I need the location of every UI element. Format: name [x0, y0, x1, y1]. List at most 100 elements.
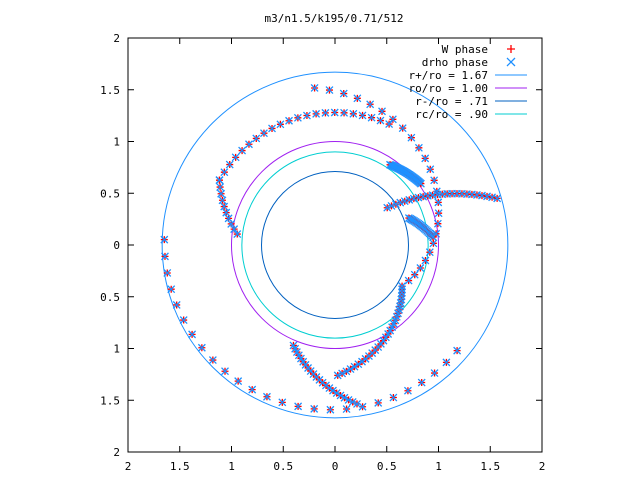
- x-tick-label: 0.5: [273, 460, 293, 473]
- drho-phase-point: [433, 219, 442, 228]
- x-tick-label: 0.5: [377, 460, 397, 473]
- drho-phase-point: [310, 84, 319, 92]
- x-tick-label: 1.5: [480, 460, 500, 473]
- drho-phase-point: [383, 203, 392, 212]
- drho-phase-point: [325, 86, 334, 95]
- drho-phase-point: [163, 269, 172, 277]
- drho-phase-point: [268, 124, 276, 133]
- legend-label: ro/ro = 1.00: [409, 82, 488, 95]
- drho-phase-point: [220, 168, 229, 177]
- drho-phase-point: [330, 108, 339, 117]
- drho-phase-point: [329, 386, 337, 395]
- drho-phase-point: [302, 111, 311, 120]
- drho-phase-point: [442, 358, 451, 367]
- drho-phase-point: [453, 346, 462, 355]
- drho-phase-point: [336, 391, 345, 400]
- drho-phase-point: [321, 108, 330, 117]
- y-tick-label: 1: [113, 136, 120, 149]
- x-tick-label: 1.5: [170, 460, 190, 473]
- x-tick-label: 2: [125, 460, 132, 473]
- drho-phase-point: [398, 282, 407, 291]
- drho-phase-point: [434, 198, 443, 207]
- drho-phase-point: [160, 235, 169, 244]
- drho-phase-point: [389, 393, 398, 402]
- drho-phase-point: [221, 367, 229, 376]
- drho-phase-point: [432, 229, 441, 238]
- x-tick-label: 2: [539, 460, 546, 473]
- drho-phase-point: [398, 288, 406, 297]
- drho-phase-point: [167, 285, 176, 294]
- drho-phase-point: [378, 107, 386, 116]
- drho-phase-point: [260, 129, 268, 138]
- legend-swatch: [506, 57, 516, 67]
- y-tick-label: 1: [113, 343, 120, 356]
- reference-circle: [241, 151, 429, 339]
- drho-phase-point: [294, 402, 303, 411]
- drho-phase-point: [429, 239, 438, 248]
- drho-phase-point: [344, 395, 353, 404]
- drho-phase-point: [398, 285, 407, 294]
- drho-phase-point: [391, 200, 400, 209]
- drho-phase-point: [348, 398, 357, 406]
- drho-phase-point: [414, 143, 423, 152]
- drho-phase-point: [285, 116, 293, 125]
- drho-phase-point: [403, 386, 412, 395]
- phase-markers: [160, 84, 502, 414]
- drho-phase-point: [218, 196, 227, 205]
- drho-phase-point: [248, 385, 257, 394]
- drho-phase-point: [333, 371, 342, 380]
- y-tick-label: 2: [113, 32, 120, 45]
- drho-phase-point: [245, 140, 253, 149]
- drho-phase-point: [426, 165, 435, 174]
- drho-phase-point: [419, 192, 428, 201]
- drho-phase-point: [387, 201, 396, 210]
- x-tick-label: 0: [332, 460, 339, 473]
- drho-phase-point: [172, 300, 181, 309]
- drho-phase-point: [346, 365, 355, 374]
- drho-phase-point: [161, 252, 169, 261]
- drho-phase-point: [197, 343, 206, 352]
- drho-phase-point: [425, 248, 434, 257]
- drho-phase-point: [222, 208, 231, 217]
- drho-phase-point: [188, 330, 197, 339]
- drho-phase-point: [430, 176, 439, 185]
- drho-phase-point: [354, 360, 363, 369]
- reference-circle: [231, 141, 439, 349]
- drho-phase-point: [421, 256, 430, 265]
- legend-label: r+/ro = 1.67: [409, 69, 488, 82]
- drho-phase-point: [358, 402, 367, 411]
- drho-phase-point: [434, 209, 443, 218]
- drho-phase-point: [238, 146, 247, 155]
- drho-phase-point: [230, 225, 239, 234]
- drho-phase-point: [398, 124, 407, 133]
- drho-phase-point: [385, 120, 394, 129]
- drho-phase-point: [353, 94, 362, 103]
- x-tick-label: 1: [435, 460, 442, 473]
- drho-phase-point: [293, 113, 302, 122]
- drho-phase-point: [409, 194, 418, 203]
- drho-phase-point: [404, 276, 413, 285]
- legend-label: W phase: [442, 43, 488, 56]
- legend-label: r-/ro = .71: [415, 95, 488, 108]
- drho-phase-point: [353, 399, 361, 408]
- y-tick-label: 1.5: [100, 84, 120, 97]
- drho-phase-point: [421, 154, 430, 163]
- drho-phase-point: [342, 367, 351, 376]
- drho-phase-point: [417, 378, 426, 387]
- drho-phase-point: [396, 198, 405, 207]
- drho-phase-point: [179, 316, 188, 325]
- drho-phase-point: [400, 197, 409, 206]
- drho-phase-point: [215, 176, 224, 185]
- y-tick-label: 2: [113, 446, 120, 459]
- drho-phase-point: [374, 398, 383, 407]
- drho-phase-point: [231, 153, 240, 162]
- drho-phase-point: [310, 404, 319, 413]
- drho-phase-point: [276, 120, 285, 129]
- drho-phase-point: [227, 219, 236, 228]
- drho-phase-point: [432, 187, 441, 196]
- reference-circle: [261, 171, 409, 319]
- drho-phase-point: [350, 362, 359, 371]
- reference-circle: [161, 71, 509, 419]
